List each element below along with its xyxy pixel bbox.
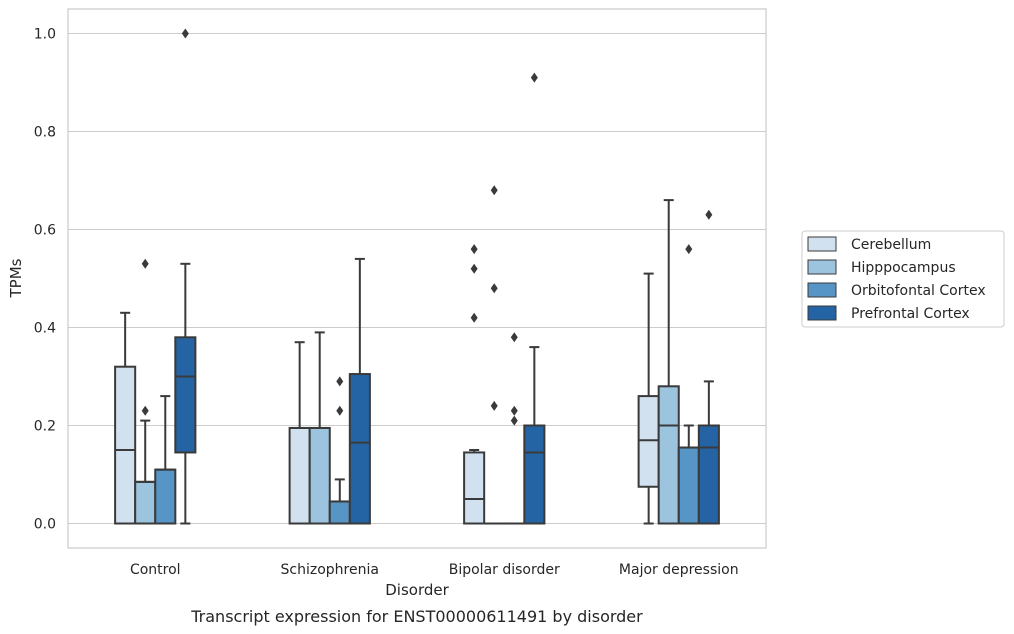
y-tick-label: 0.6 [34,223,56,239]
y-tick-labels: 0.0 0.2 0.4 0.6 0.8 1.0 [34,27,56,533]
outlier-point [510,415,518,426]
outlier-point [490,185,498,196]
box-iqr [288,426,311,525]
outlier-point [470,244,478,255]
outlier-point [336,376,344,387]
outlier-point [510,405,518,416]
y-tick-label: 1.0 [34,27,56,43]
legend-swatch [807,236,837,252]
box-iqr [134,480,157,525]
x-tick-label: Control [130,562,181,578]
chart-caption: Transcript expression for ENST0000061149… [190,607,643,626]
box-iqr [677,446,700,525]
box-iqr [697,424,720,525]
outlier-point [530,72,538,83]
box-iqr [308,426,331,525]
box-schizophrenia-orbitofontal-cortex [328,376,351,525]
x-tick-label: Schizophrenia [281,562,379,578]
box-schizophrenia-cerebellum [288,341,311,525]
box-schizophrenia-prefrontal-cortex [348,257,371,525]
outlier-point [141,258,149,269]
legend-swatch [807,282,837,298]
box-iqr [348,373,371,525]
outlier-point [181,28,189,39]
box-iqr [463,451,486,525]
box-control-prefrontal-cortex [174,28,197,525]
legend: Cerebellum Hipppocampus Orbitofontal Corte… [801,230,1005,328]
box-bipolar-disorder-hipppocampus [483,185,506,525]
box-iqr [637,395,660,488]
plot-frame [67,8,767,549]
y-tick-label: 0.0 [34,517,56,533]
y-tick-label: 0.4 [34,321,56,337]
legend-swatch [807,305,837,321]
legend-label: Cerebellum [851,237,931,253]
box-iqr [523,424,546,525]
box-iqr [114,365,137,525]
box-iqr [657,385,680,525]
outlier-point [705,209,713,220]
box-major-depression-hipppocampus [657,199,680,525]
box-iqr [154,468,177,525]
x-tick-labels: Control Schizophrenia Bipolar disorder Majo… [130,562,739,578]
legend-label: Hipppocampus [851,260,956,276]
box-bipolar-disorder-prefrontal-cortex [523,72,546,525]
box-schizophrenia-hipppocampus [308,331,331,525]
legend-label: Prefrontal Cortex [851,306,970,322]
y-tick-label: 0.8 [34,125,56,141]
x-tick-label: Major depression [619,562,739,578]
box-major-depression-prefrontal-cortex [697,209,720,525]
x-tick-label: Bipolar disorder [449,562,560,578]
legend-frame [801,230,1005,328]
legend-label: Orbitofontal Cortex [851,283,986,299]
box-iqr [174,336,197,454]
outlier-point [685,244,693,255]
y-tick-label: 0.2 [34,419,56,435]
x-axis-title: Disorder [385,581,449,599]
box-major-depression-cerebellum [637,272,660,525]
box-bipolar-disorder-orbitofontal-cortex [503,332,526,525]
outlier-point [470,312,478,323]
y-axis-title: TPMs [7,258,25,298]
outlier-point [470,263,478,274]
box-iqr [328,500,351,525]
box-major-depression-orbitofontal-cortex [677,244,700,525]
boxes [114,28,720,525]
legend-entries: Cerebellum Hipppocampus Orbitofontal Corte… [807,236,986,322]
outlier-point [141,405,149,416]
outlier-point [490,283,498,294]
box-bipolar-disorder-cerebellum [463,244,486,525]
box-control-orbitofontal-cortex [154,395,177,525]
outlier-point [510,332,518,343]
outlier-point [336,405,344,416]
outlier-point [490,400,498,411]
legend-swatch [807,259,837,275]
box-control-hipppocampus [134,258,157,525]
box-control-cerebellum [114,311,137,525]
